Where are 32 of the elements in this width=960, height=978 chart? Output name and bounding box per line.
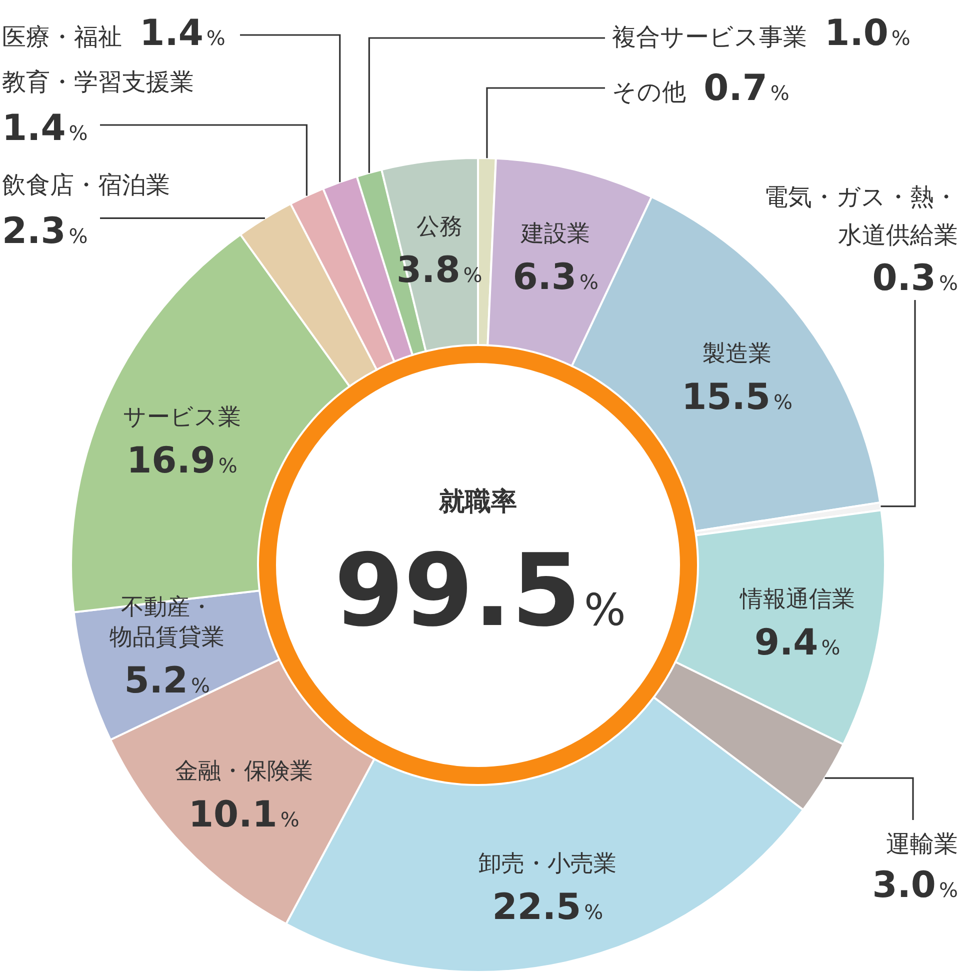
data-label: 22.5% bbox=[492, 886, 604, 928]
data-label: 1.4% bbox=[2, 108, 88, 149]
slice-label: 複合サービス事業 bbox=[612, 23, 807, 51]
slice-label: 医療・福祉 bbox=[2, 23, 122, 51]
data-label: 15.5% bbox=[682, 377, 792, 418]
slice-label: 製造業 bbox=[702, 341, 772, 368]
slice-label: 情報通信業 bbox=[738, 586, 855, 613]
slice-label: 建設業 bbox=[520, 220, 590, 247]
text: 就職率 bbox=[438, 487, 517, 517]
data-label: 6.3% bbox=[512, 256, 599, 298]
data-label: 3.0% bbox=[872, 865, 958, 906]
text: 99.5% bbox=[334, 532, 626, 649]
slice-label: 不動産・物品賃貸業 bbox=[110, 594, 225, 650]
data-label: 1.0% bbox=[824, 13, 910, 54]
slice-label: その他 bbox=[612, 78, 686, 106]
slice-label: 電気・ガス・熱・水道供給業 bbox=[764, 183, 958, 249]
data-label: 5.2% bbox=[124, 660, 210, 702]
data-label: 1.4% bbox=[140, 13, 226, 54]
slice-label: 卸売・小売業 bbox=[478, 850, 617, 877]
slice-label: 飲食店・宿泊業 bbox=[2, 171, 170, 199]
slice-label: 金融・保険業 bbox=[174, 758, 313, 784]
data-label: 9.4% bbox=[754, 622, 840, 664]
slice-label: 運輸業 bbox=[886, 830, 958, 858]
data-label: 2.3% bbox=[2, 211, 88, 252]
data-label: 16.9% bbox=[126, 440, 238, 482]
data-label: 3.8% bbox=[396, 250, 482, 291]
slice-label: 公務 bbox=[416, 214, 462, 240]
data-label: 10.1% bbox=[188, 794, 300, 836]
data-label: 0.7% bbox=[704, 68, 790, 109]
slice-label: 教育・学習支援業 bbox=[2, 68, 194, 96]
data-label: 0.3% bbox=[872, 258, 958, 299]
slice-label: サービス業 bbox=[123, 404, 242, 430]
